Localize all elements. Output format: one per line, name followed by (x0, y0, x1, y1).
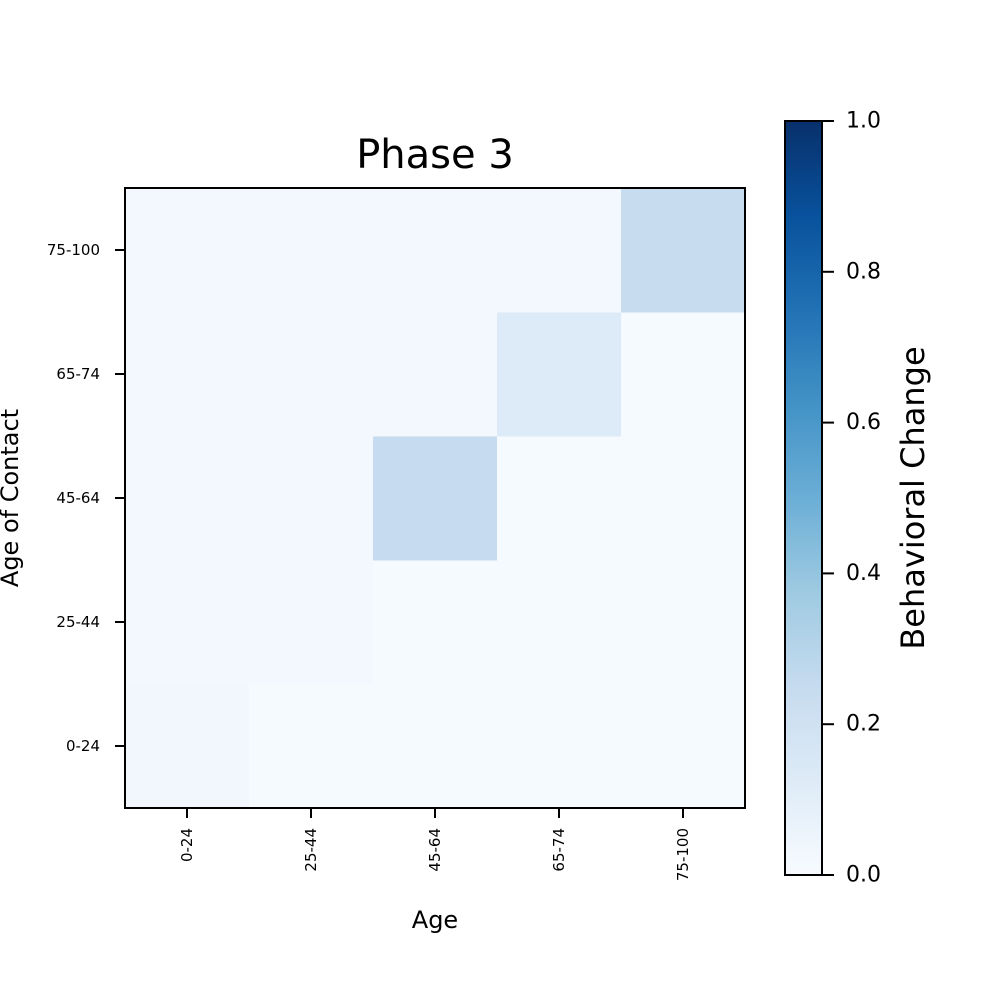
heatmap-cell (621, 560, 746, 685)
colorbar-ticks: 0.0 0.2 0.4 0.6 0.8 1.0 (822, 109, 881, 888)
heatmap-cell (497, 684, 622, 809)
y-tick-label: 45-64 (56, 489, 100, 507)
x-axis-label: Age (412, 906, 458, 934)
heatmap-cell (249, 436, 374, 561)
heatmap-cell (373, 188, 498, 313)
heatmap-cell (497, 188, 622, 313)
heatmap-cell (249, 560, 374, 685)
heatmap-cell (249, 312, 374, 437)
colorbar-tick-label: 0.2 (846, 712, 881, 737)
x-tick-label: 25-44 (302, 828, 320, 872)
heatmap-cell (373, 560, 498, 685)
y-axis-label: Age of Contact (0, 409, 24, 587)
x-tick-label: 65-74 (550, 828, 568, 872)
chart-title: Phase 3 (356, 132, 514, 178)
heatmap-cell (249, 188, 374, 313)
heatmap-cell (621, 684, 746, 809)
heatmap-cell (373, 436, 498, 561)
y-tick-label: 65-74 (56, 365, 100, 383)
heatmap-cell (373, 684, 498, 809)
heatmap-cell (621, 188, 746, 313)
colorbar-tick-label: 0.4 (846, 561, 881, 586)
heatmap-cell (373, 312, 498, 437)
x-axis-ticks: 0-24 25-44 45-64 65-74 75-100 (178, 808, 692, 881)
colorbar-tick-label: 1.0 (846, 109, 881, 134)
x-tick-label: 45-64 (426, 828, 444, 872)
colorbar-tick-label: 0.6 (846, 410, 881, 435)
heatmap-cell (497, 436, 622, 561)
heatmap-cell (621, 436, 746, 561)
heatmap-cell (497, 312, 622, 437)
heatmap-cell (497, 560, 622, 685)
y-tick-label: 25-44 (56, 613, 100, 631)
heatmap-cells (125, 188, 746, 809)
heatmap-cell (125, 436, 250, 561)
x-tick-label: 75-100 (674, 828, 692, 881)
heatmap-cell (125, 684, 250, 809)
heatmap-cell (125, 312, 250, 437)
heatmap-cell (125, 188, 250, 313)
heatmap-cell (125, 560, 250, 685)
colorbar-tick-label: 0.0 (846, 863, 881, 888)
colorbar-label: Behavioral Change (894, 346, 932, 649)
y-tick-label: 0-24 (66, 737, 100, 755)
colorbar-gradient (784, 120, 823, 876)
colorbar-tick-label: 0.8 (846, 259, 881, 284)
heatmap-cell (621, 312, 746, 437)
heatmap-cell (249, 684, 374, 809)
x-tick-label: 0-24 (178, 828, 196, 862)
y-tick-label: 75-100 (47, 241, 100, 259)
y-axis-ticks: 0-24 25-44 45-64 65-74 75-100 (47, 241, 125, 755)
